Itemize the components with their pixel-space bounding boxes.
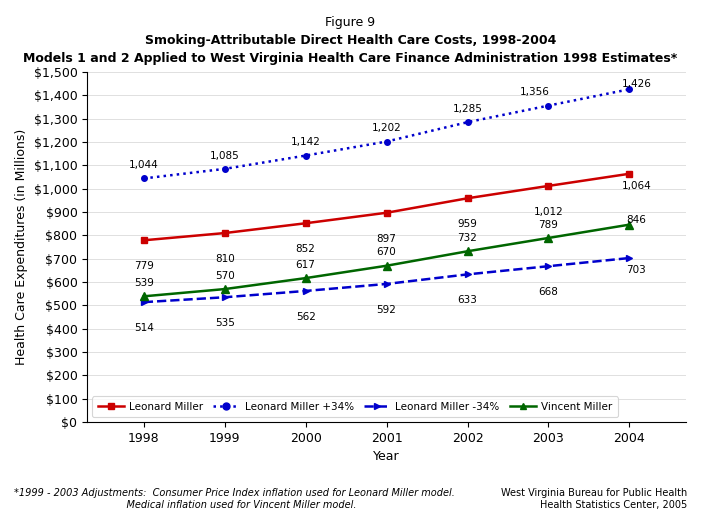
Text: Figure 9: Figure 9 xyxy=(325,16,376,29)
Legend: Leonard Miller, Leonard Miller +34%, Leonard Miller -34%, Vincent Miller: Leonard Miller, Leonard Miller +34%, Leo… xyxy=(93,396,618,417)
Text: 535: 535 xyxy=(215,318,235,328)
Text: 1,285: 1,285 xyxy=(453,104,482,114)
Text: 617: 617 xyxy=(296,260,315,270)
Text: 852: 852 xyxy=(296,244,315,254)
Text: 633: 633 xyxy=(458,295,477,305)
Text: 670: 670 xyxy=(376,248,397,257)
Text: 959: 959 xyxy=(458,219,477,229)
Text: 1,356: 1,356 xyxy=(519,87,550,97)
Text: 570: 570 xyxy=(215,271,235,281)
Text: 1,044: 1,044 xyxy=(129,160,158,170)
Text: 703: 703 xyxy=(627,265,646,275)
Text: *1999 - 2003 Adjustments:  Consumer Price Index inflation used for Leonard Mille: *1999 - 2003 Adjustments: Consumer Price… xyxy=(14,488,455,510)
Text: 668: 668 xyxy=(538,287,559,297)
Text: Smoking-Attributable Direct Health Care Costs, 1998-2004: Smoking-Attributable Direct Health Care … xyxy=(145,34,556,47)
Y-axis label: Health Care Expenditures (in Millions): Health Care Expenditures (in Millions) xyxy=(15,129,28,365)
Text: 1,064: 1,064 xyxy=(621,181,651,191)
Text: 789: 789 xyxy=(538,219,559,230)
Text: 1,202: 1,202 xyxy=(372,123,402,133)
Text: 514: 514 xyxy=(134,323,154,333)
Text: 810: 810 xyxy=(215,254,235,264)
Text: 732: 732 xyxy=(458,233,477,243)
Text: 846: 846 xyxy=(627,215,646,225)
Text: 1,012: 1,012 xyxy=(533,207,564,217)
Text: West Virginia Bureau for Public Health
Health Statistics Center, 2005: West Virginia Bureau for Public Health H… xyxy=(501,488,687,510)
Text: 1,426: 1,426 xyxy=(621,79,651,89)
Text: 1,085: 1,085 xyxy=(210,150,240,161)
Text: 897: 897 xyxy=(376,233,397,243)
Text: 562: 562 xyxy=(296,312,315,322)
Text: 779: 779 xyxy=(134,261,154,271)
Text: 592: 592 xyxy=(376,305,397,315)
Text: 539: 539 xyxy=(134,278,154,288)
Text: Models 1 and 2 Applied to West Virginia Health Care Finance Administration 1998 : Models 1 and 2 Applied to West Virginia … xyxy=(23,52,678,65)
Text: 1,142: 1,142 xyxy=(291,137,320,147)
X-axis label: Year: Year xyxy=(373,450,400,463)
